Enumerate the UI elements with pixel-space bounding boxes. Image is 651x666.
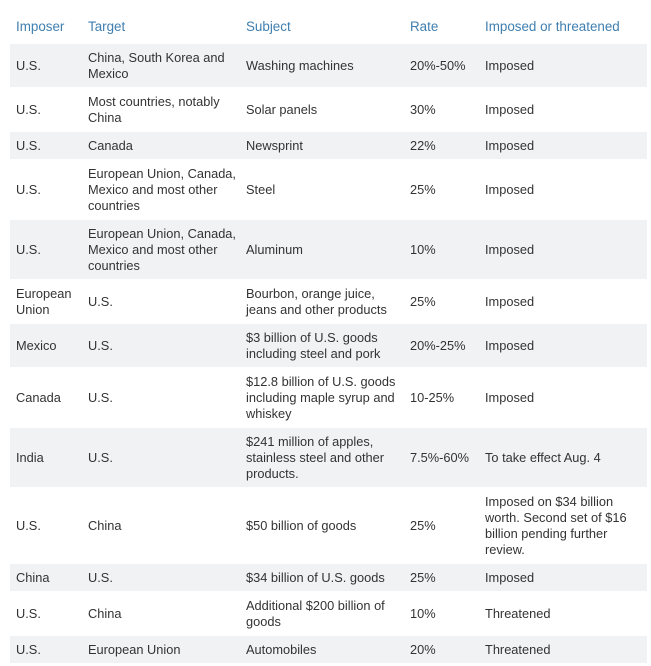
- header-target: Target: [88, 19, 126, 34]
- cell-subject: Washing machines: [240, 44, 404, 88]
- cell-target: U.S.: [82, 323, 240, 368]
- table-body: U.S. China, South Korea and Mexico Washi…: [10, 44, 647, 664]
- cell-status: Imposed: [479, 279, 647, 324]
- cell-rate: 20%-25%: [404, 323, 479, 368]
- cell-status: Imposed on $34 billion worth. Second set…: [479, 487, 647, 564]
- header-row: Imposer Target Subject Rate Imposed or t…: [10, 10, 647, 44]
- cell-status: Imposed: [479, 219, 647, 280]
- table-row: Mexico U.S. $3 billion of U.S. goods inc…: [10, 323, 647, 368]
- cell-rate: 20%-50%: [404, 44, 479, 88]
- cell-target: China, South Korea and Mexico: [82, 44, 240, 88]
- cell-subject: $3 billion of U.S. goods including steel…: [240, 323, 404, 368]
- cell-rate: 10%: [404, 591, 479, 636]
- cell-imposer: U.S.: [10, 487, 82, 564]
- cell-subject: $50 billion of goods: [240, 487, 404, 564]
- cell-imposer: U.S.: [10, 87, 82, 132]
- cell-status: Imposed: [479, 44, 647, 88]
- header-subject: Subject: [246, 19, 291, 34]
- cell-subject: Additional $200 billion of goods: [240, 591, 404, 636]
- cell-target: U.S.: [82, 563, 240, 592]
- table-row: European Union U.S. Bourbon, orange juic…: [10, 279, 647, 324]
- cell-target: European Union, Canada, Mexico and most …: [82, 159, 240, 220]
- table-row: U.S. Most countries, notably China Solar…: [10, 87, 647, 132]
- cell-target: U.S.: [82, 279, 240, 324]
- table-row: U.S. European Union, Canada, Mexico and …: [10, 219, 647, 280]
- cell-target: European Union, Canada, Mexico and most …: [82, 219, 240, 280]
- header-status: Imposed or threatened: [485, 19, 620, 34]
- cell-rate: 20%: [404, 635, 479, 664]
- cell-rate: 22%: [404, 131, 479, 160]
- cell-status: Imposed: [479, 87, 647, 132]
- cell-rate: 25%: [404, 487, 479, 564]
- cell-target: Canada: [82, 131, 240, 160]
- cell-imposer: Canada: [10, 367, 82, 428]
- table-row: U.S. European Union, Canada, Mexico and …: [10, 159, 647, 220]
- table-header: Imposer Target Subject Rate Imposed or t…: [10, 10, 647, 44]
- table-row: China U.S. $34 billion of U.S. goods 25%…: [10, 563, 647, 592]
- header-rate: Rate: [410, 19, 439, 34]
- table-row: U.S. China, South Korea and Mexico Washi…: [10, 44, 647, 88]
- cell-rate: 25%: [404, 563, 479, 592]
- cell-status: To take effect Aug. 4: [479, 427, 647, 488]
- cell-status: Threatened: [479, 591, 647, 636]
- cell-subject: $34 billion of U.S. goods: [240, 563, 404, 592]
- cell-rate: 25%: [404, 159, 479, 220]
- cell-imposer: India: [10, 427, 82, 488]
- cell-status: Imposed: [479, 131, 647, 160]
- table-row: India U.S. $241 million of apples, stain…: [10, 427, 647, 488]
- cell-status: Imposed: [479, 367, 647, 428]
- cell-rate: 7.5%-60%: [404, 427, 479, 488]
- cell-target: U.S.: [82, 427, 240, 488]
- cell-imposer: European Union: [10, 279, 82, 324]
- table-row: Canada U.S. $12.8 billion of U.S. goods …: [10, 367, 647, 428]
- cell-imposer: U.S.: [10, 635, 82, 664]
- cell-subject: Automobiles: [240, 635, 404, 664]
- cell-subject: $12.8 billion of U.S. goods including ma…: [240, 367, 404, 428]
- cell-imposer: U.S.: [10, 159, 82, 220]
- cell-status: Imposed: [479, 323, 647, 368]
- cell-imposer: Mexico: [10, 323, 82, 368]
- cell-target: China: [82, 487, 240, 564]
- header-imposer: Imposer: [16, 19, 65, 34]
- cell-subject: $241 million of apples, stainless steel …: [240, 427, 404, 488]
- table-row: U.S. China $50 billion of goods 25% Impo…: [10, 487, 647, 564]
- cell-target: China: [82, 591, 240, 636]
- cell-imposer: U.S.: [10, 44, 82, 88]
- table-row: U.S. European Union Automobiles 20% Thre…: [10, 635, 647, 664]
- table-row: U.S. Canada Newsprint 22% Imposed: [10, 131, 647, 160]
- cell-imposer: U.S.: [10, 219, 82, 280]
- cell-subject: Newsprint: [240, 131, 404, 160]
- cell-rate: 25%: [404, 279, 479, 324]
- tariffs-table: Imposer Target Subject Rate Imposed or t…: [10, 10, 647, 664]
- cell-rate: 10-25%: [404, 367, 479, 428]
- cell-subject: Solar panels: [240, 87, 404, 132]
- cell-rate: 30%: [404, 87, 479, 132]
- cell-subject: Steel: [240, 159, 404, 220]
- cell-target: Most countries, notably China: [82, 87, 240, 132]
- cell-imposer: China: [10, 563, 82, 592]
- cell-status: Imposed: [479, 563, 647, 592]
- cell-imposer: U.S.: [10, 591, 82, 636]
- cell-target: U.S.: [82, 367, 240, 428]
- cell-status: Imposed: [479, 159, 647, 220]
- cell-rate: 10%: [404, 219, 479, 280]
- table-row: U.S. China Additional $200 billion of go…: [10, 591, 647, 636]
- cell-subject: Aluminum: [240, 219, 404, 280]
- cell-status: Threatened: [479, 635, 647, 664]
- cell-subject: Bourbon, orange juice, jeans and other p…: [240, 279, 404, 324]
- cell-target: European Union: [82, 635, 240, 664]
- cell-imposer: U.S.: [10, 131, 82, 160]
